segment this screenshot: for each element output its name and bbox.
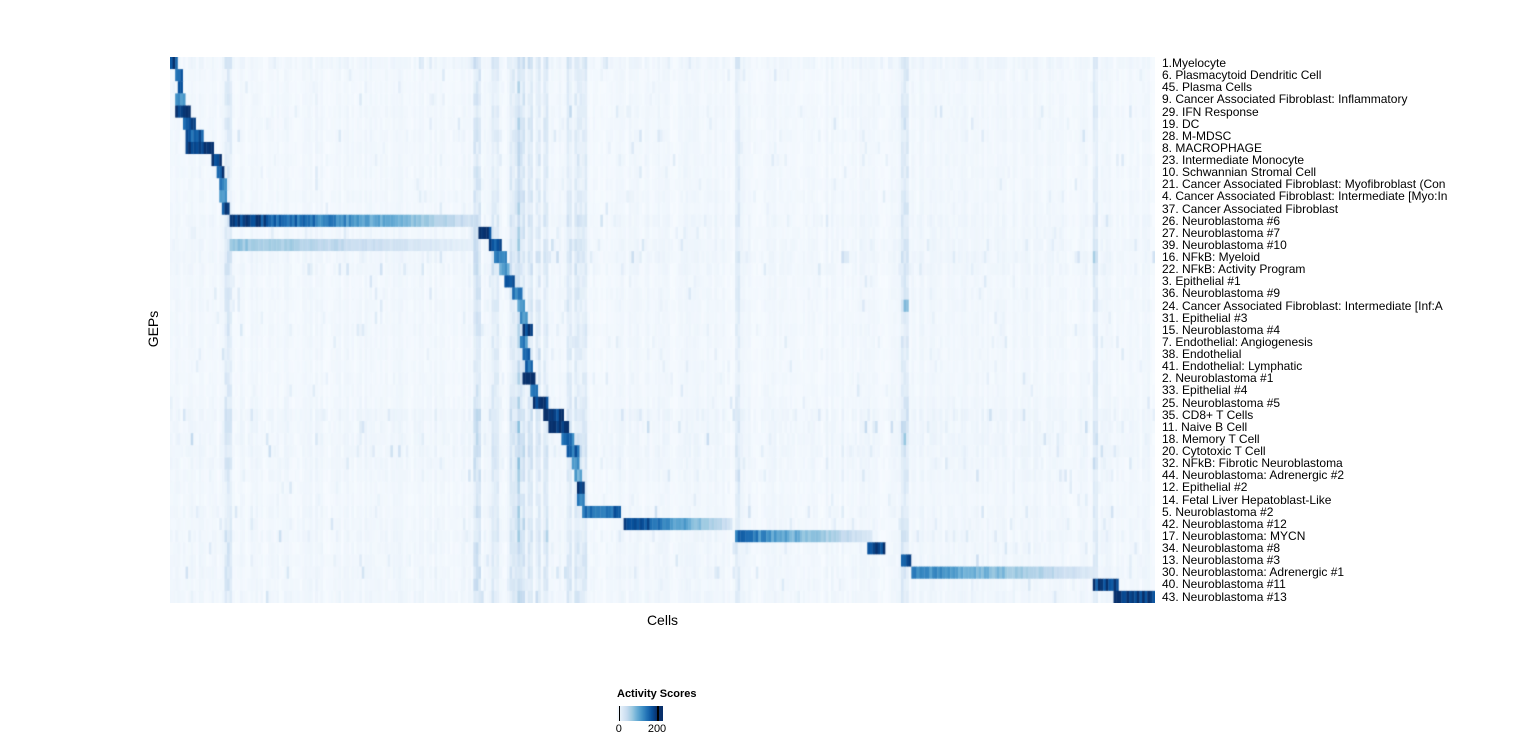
row-label: 3. Epithelial #1 (1162, 274, 1241, 289)
row-label: 36. Neuroblastoma #9 (1162, 286, 1281, 301)
row-label: 14. Fetal Liver Hepatoblast-Like (1162, 492, 1332, 507)
row-label: 7. Endothelial: Angiogenesis (1162, 334, 1313, 349)
row-label: 35. CD8+ T Cells (1162, 407, 1254, 422)
row-label: 18. Memory T Cell (1162, 431, 1260, 446)
row-label: 45. Plasma Cells (1162, 80, 1253, 95)
x-axis-label: Cells (646, 612, 679, 628)
row-label: 26. Neuroblastoma #6 (1162, 213, 1281, 228)
row-label: 12. Epithelial #2 (1162, 480, 1248, 495)
row-label: 5. Neuroblastoma #2 (1162, 504, 1274, 519)
row-label: 20. Cytotoxic T Cell (1162, 444, 1266, 458)
row-label: 28. M-MDSC (1162, 128, 1232, 143)
colorbar-label-0: 0 (615, 723, 622, 735)
row-label: 42. Neuroblastoma #12 (1162, 516, 1287, 531)
row-label: 40. Neuroblastoma #11 (1162, 577, 1286, 592)
heatmap-canvas (170, 57, 1155, 603)
y-axis-label: GEPs (145, 310, 161, 348)
colorbar-label-200: 200 (647, 723, 667, 735)
row-label: 8. MACROPHAGE (1162, 140, 1263, 155)
row-label: 15. Neuroblastoma #4 (1162, 322, 1281, 337)
row-label: 4. Cancer Associated Fibroblast: Interme… (1162, 189, 1448, 204)
row-label: 31. Epithelial #3 (1162, 310, 1248, 325)
row-label: 16. NFkB: Myeloid (1162, 250, 1261, 264)
row-label: 33. Epithelial #4 (1162, 383, 1248, 398)
row-label: 22. NFkB: Activity Program (1162, 262, 1306, 277)
row-label: 25. Neuroblastoma #5 (1162, 395, 1281, 410)
row-label: 37. Cancer Associated Fibroblast (1162, 201, 1339, 216)
row-label: 24. Cancer Associated Fibroblast: Interm… (1162, 298, 1443, 313)
row-label: 10. Schwannian Stromal Cell (1162, 165, 1317, 180)
row-label: 19. DC (1162, 116, 1200, 131)
row-label: 44. Neuroblastoma: Adrenergic #2 (1162, 468, 1345, 483)
row-label: 29. IFN Response (1162, 104, 1259, 119)
colorbar-tick-0 (618, 706, 621, 721)
row-label: 1.Myelocyte (1162, 56, 1227, 70)
gep-row-labels: 1.Myelocyte 6. Plasmacytoid Dendritic Cel… (1162, 57, 1540, 603)
row-label: 30. Neuroblastoma: Adrenergic #1 (1162, 565, 1345, 580)
row-label: 43. Neuroblastoma #13 (1162, 589, 1287, 604)
row-label: 38. Endothelial (1162, 347, 1242, 361)
row-label: 34. Neuroblastoma #8 (1162, 541, 1281, 555)
row-label: 41. Endothelial: Lymphatic (1162, 359, 1303, 374)
row-label: 9. Cancer Associated Fibroblast: Inflamm… (1162, 92, 1408, 107)
row-label: 39. Neuroblastoma #10 (1162, 237, 1287, 252)
activity-scores-legend: Activity Scores 0 200 (615, 688, 697, 735)
row-label: 13. Neuroblastoma #3 (1162, 553, 1281, 568)
row-label: 17. Neuroblastoma: MYCN (1162, 528, 1306, 543)
row-label: 27. Neuroblastoma #7 (1162, 225, 1281, 240)
colorbar-tick-200 (657, 706, 659, 721)
row-label: 21. Cancer Associated Fibroblast: Myofib… (1162, 177, 1446, 192)
row-label: 6. Plasmacytoid Dendritic Cell (1162, 68, 1322, 83)
legend-title: Activity Scores (617, 688, 697, 700)
row-label: 23. Intermediate Monocyte (1162, 153, 1305, 167)
colorbar-gradient (617, 706, 663, 721)
colorbar-tick-labels: 0 200 (615, 723, 667, 735)
row-label: 11. Naive B Cell (1162, 419, 1248, 434)
row-label: 2. Neuroblastoma #1 (1162, 371, 1274, 386)
row-label: 32. NFkB: Fibrotic Neuroblastoma (1162, 456, 1343, 471)
